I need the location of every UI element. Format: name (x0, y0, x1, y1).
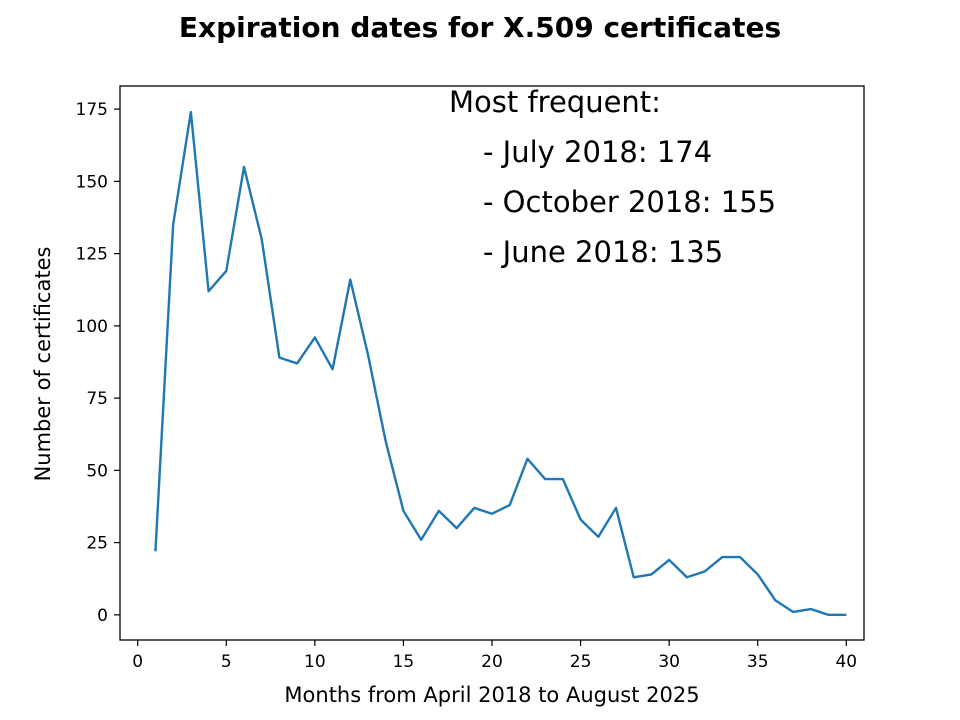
chart-title: Expiration dates for X.509 certificates (179, 11, 781, 44)
annotation-line: - July 2018: 174 (483, 135, 712, 169)
annotation-heading: Most frequent: (449, 85, 661, 119)
y-tick-label: 100 (76, 317, 108, 337)
x-tick-label: 25 (570, 652, 592, 672)
x-tick-label: 30 (658, 652, 680, 672)
x-tick-label: 20 (481, 652, 503, 672)
x-tick-label: 0 (132, 652, 143, 672)
y-tick-label: 150 (76, 172, 108, 192)
y-tick-label: 175 (76, 100, 108, 120)
plot-area-frame (119, 85, 865, 641)
x-axis-label: Months from April 2018 to August 2025 (284, 683, 699, 707)
y-tick-label: 50 (86, 461, 108, 481)
x-axis-ticks: 0 5 10 15 20 25 30 35 40 (132, 640, 857, 672)
y-tick-label: 25 (86, 534, 108, 554)
most-frequent-annotation: Most frequent: - July 2018: 174 - Octobe… (449, 85, 776, 269)
x-tick-label: 40 (835, 652, 857, 672)
y-tick-label: 75 (86, 389, 108, 409)
x-tick-label: 10 (304, 652, 326, 672)
series-line (154, 110, 847, 617)
x-tick-label: 35 (747, 652, 769, 672)
annotation-line: - June 2018: 135 (483, 235, 723, 269)
y-tick-label: 0 (97, 606, 108, 626)
x-tick-label: 5 (221, 652, 232, 672)
annotation-line: - October 2018: 155 (483, 185, 776, 219)
y-axis-label: Number of certificates (31, 247, 55, 482)
y-tick-label: 125 (76, 245, 108, 265)
x-tick-label: 15 (393, 652, 415, 672)
y-axis-ticks: 0 25 50 75 100 125 150 175 (76, 100, 120, 626)
